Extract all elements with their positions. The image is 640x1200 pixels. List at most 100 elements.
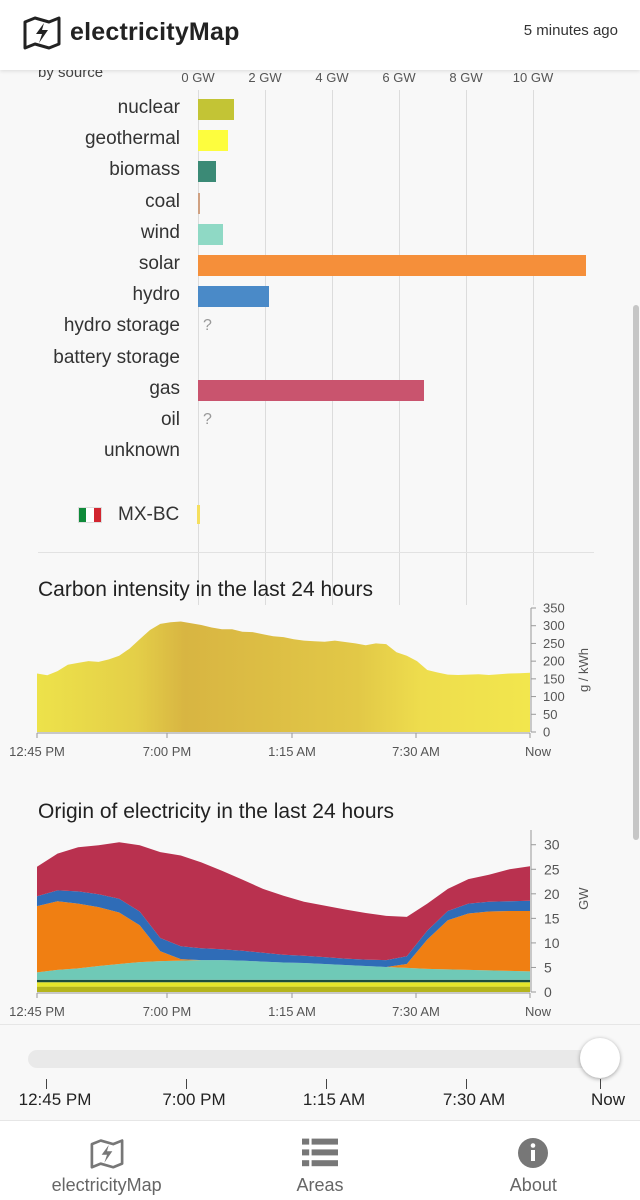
exchange-zone-name[interactable]: MX-BC [118, 504, 180, 525]
origin-y-tick-label: 10 [544, 935, 560, 951]
slider-tick [326, 1079, 327, 1089]
gw-gridline [399, 90, 400, 605]
gw-axis-tick-label: 10 GW [512, 70, 554, 85]
source-bar[interactable] [198, 255, 586, 276]
origin-series-gas [37, 842, 530, 961]
carbon-x-tick-label: 12:45 PM [9, 744, 65, 759]
origin-electricity-title: Origin of electricity in the last 24 hou… [38, 800, 394, 823]
origin-electricity-chart[interactable]: 0 5 10 15 20 25 30 GW 12:45 PM 7:00 PM 1:15 AM 7:30… [0, 822, 640, 1022]
source-bar[interactable] [198, 286, 270, 308]
origin-series-geothermal [37, 982, 530, 987]
origin-unit-label: GW [576, 887, 591, 910]
nav-item-about[interactable]: About [427, 1121, 640, 1200]
gw-gridline [198, 90, 199, 605]
source-label: nuclear [117, 97, 180, 118]
carbon-y-tick-label: 300 [543, 618, 565, 633]
nav-item-map[interactable]: electricityMap [0, 1121, 213, 1200]
list-icon [301, 1138, 338, 1167]
section-divider [38, 552, 594, 553]
electricitymap-logo-icon [23, 16, 61, 50]
exchange-bar [197, 505, 200, 524]
carbon-y-tick-label: 250 [543, 636, 565, 651]
carbon-y-tick-label: 200 [543, 654, 565, 669]
map-icon [90, 1139, 124, 1169]
nav-item-areas[interactable]: Areas [213, 1121, 426, 1200]
origin-y-tick-label: 5 [544, 959, 552, 975]
slider-tick [466, 1079, 467, 1089]
origin-series-wind [37, 960, 530, 980]
app-header: electricityMap 5 minutes ago [0, 0, 640, 70]
gw-gridline [332, 90, 333, 605]
source-label: biomass [109, 159, 180, 181]
production-section-title: by source [38, 70, 104, 81]
carbon-intensity-chart[interactable]: 0 50 100 150 200 250 300 350 g / kWh 12:45 PM 7:00… [0, 600, 640, 770]
source-label: unknown [103, 440, 180, 462]
slider-tick [186, 1079, 187, 1089]
time-slider-track[interactable] [28, 1050, 608, 1068]
source-label: coal [145, 190, 180, 212]
carbon-x-tick-label: Now [525, 744, 552, 759]
zone-details-panel[interactable]: by source 0 GW 2 GW 4 GW 6 GW 8 GW 10 GW nucle… [0, 70, 640, 1024]
unknown-value-marker: ? [203, 411, 212, 428]
gw-gridline [533, 90, 534, 605]
gw-gridline [265, 90, 266, 605]
source-bar[interactable] [198, 99, 235, 120]
source-label: gas [149, 377, 180, 399]
origin-x-tick-label: 7:00 PM [143, 1004, 191, 1019]
origin-x-tick-label: 7:30 AM [392, 1004, 440, 1019]
source-bar[interactable] [198, 161, 217, 183]
carbon-y-tick-label: 0 [543, 725, 550, 740]
gw-axis-tick-label: 0 GW [181, 70, 215, 85]
source-bar[interactable] [198, 223, 223, 245]
carbon-intensity-area [37, 621, 530, 732]
carbon-x-tick-label: 7:30 AM [392, 744, 440, 759]
gw-axis-tick-label: 8 GW [449, 70, 483, 85]
origin-y-tick-label: 20 [544, 886, 560, 902]
time-slider-thumb[interactable] [580, 1038, 620, 1078]
slider-tick [600, 1079, 601, 1089]
origin-series-hydro [37, 890, 530, 967]
gw-axis-tick-label: 2 GW [248, 70, 282, 85]
origin-series-nuclear [37, 986, 530, 992]
source-bar[interactable] [198, 192, 200, 214]
slider-tick-label: Now [590, 1090, 626, 1109]
source-label: hydro storage [63, 315, 180, 337]
source-bar[interactable] [198, 130, 228, 152]
source-label: wind [140, 221, 180, 243]
carbon-x-tick-label: 7:00 PM [143, 744, 191, 759]
source-label: solar [138, 253, 180, 274]
slider-tick [46, 1079, 47, 1089]
origin-y-tick-label: 30 [544, 837, 560, 853]
origin-series-biomass [37, 979, 530, 983]
origin-y-tick-label: 0 [544, 984, 552, 1000]
nav-label-map: electricityMap [51, 1175, 162, 1195]
source-bar[interactable] [198, 379, 424, 401]
carbon-y-tick-label: 50 [543, 707, 557, 722]
source-label: oil [160, 409, 180, 430]
brand[interactable]: electricityMap [22, 14, 240, 50]
gw-axis-tick-label: 4 GW [315, 70, 349, 85]
source-label: battery storage [53, 346, 180, 368]
scrollbar[interactable] [633, 305, 639, 840]
carbon-intensity-title: Carbon intensity in the last 24 hours [38, 578, 374, 601]
slider-tick-label: 7:30 AM [442, 1090, 506, 1109]
origin-x-tick-label: Now [525, 1004, 552, 1019]
time-slider[interactable]: 12:45 PM 7:00 PM 1:15 AM 7:30 AM Now [0, 1024, 640, 1120]
unknown-value-marker: ? [203, 317, 212, 335]
origin-y-tick-label: 25 [544, 861, 560, 877]
origin-x-tick-label: 12:45 PM [9, 1004, 65, 1019]
info-icon [518, 1138, 549, 1168]
carbon-unit-label: g / kWh [576, 648, 591, 692]
gw-axis-tick-label: 6 GW [382, 70, 416, 85]
nav-label-about: About [509, 1175, 557, 1195]
carbon-y-tick-label: 350 [543, 601, 565, 616]
mexico-flag-icon [78, 507, 102, 523]
slider-tick-label: 1:15 AM [302, 1090, 366, 1109]
carbon-y-tick-label: 150 [543, 671, 565, 686]
carbon-y-tick-label: 100 [543, 689, 565, 704]
slider-tick-label: 12:45 PM [18, 1090, 92, 1109]
origin-series-solar [37, 901, 530, 973]
bottom-navigation: electricityMap Areas About [0, 1120, 640, 1200]
carbon-x-tick-label: 1:15 AM [268, 744, 316, 759]
last-update-time: 5 minutes ago [523, 22, 618, 39]
